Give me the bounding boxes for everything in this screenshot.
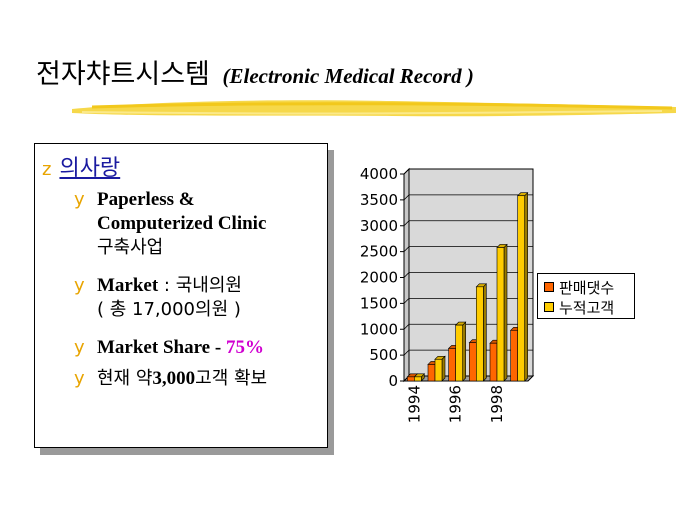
item-3-label: Market Share <box>97 337 211 358</box>
legend-label-cumulative: 누적고객 <box>559 299 615 317</box>
gridline <box>403 246 533 252</box>
item-3: Market Share - 75% <box>97 336 264 360</box>
highlight-brush-stroke <box>72 100 676 117</box>
slide-title: 전자챠트시스템 (Electronic Medical Record ) <box>36 52 474 91</box>
item-4-prefix: 현재 약 <box>97 368 153 389</box>
y-tick-label: 4000 <box>360 165 398 183</box>
heading-line: z 의사랑 <box>42 150 120 182</box>
gridline <box>403 297 533 304</box>
item-3-percent: 75% <box>225 337 264 358</box>
gridline <box>403 272 533 278</box>
title-main: 전자챠트시스템 <box>36 59 210 90</box>
bar <box>427 364 436 382</box>
item-4-suffix: 고객 확보 <box>195 368 268 389</box>
item-2-market: Market <box>97 275 159 296</box>
item-2: Market : 국내의원 ( 총 17,000의원 ) <box>97 274 242 322</box>
bar-side <box>462 321 466 382</box>
heading-bullet: z <box>42 159 52 180</box>
title-sub: (Electronic Medical Record ) <box>222 64 474 88</box>
bar <box>489 342 498 382</box>
y-tick-label: 1500 <box>360 294 398 312</box>
y-tick-label: 500 <box>369 346 398 364</box>
bar <box>434 358 443 382</box>
bar <box>496 247 505 382</box>
gridline <box>403 168 533 175</box>
item-1-line1: Paperless & <box>97 189 195 210</box>
gridline <box>403 220 533 227</box>
bullet-4: y <box>74 368 85 389</box>
bar <box>517 195 525 382</box>
y-tick-label: 0 <box>388 372 398 390</box>
gridline <box>403 323 533 330</box>
item-1-line3: 구축사업 <box>97 237 164 258</box>
y-tick-label: 1000 <box>360 320 398 338</box>
bar <box>448 348 456 382</box>
bar <box>476 286 484 382</box>
x-tick-label: 1998 <box>488 385 506 423</box>
bullet-3: y <box>74 337 85 358</box>
x-tick-label: 1994 <box>405 385 423 423</box>
item-4-count: 3,000 <box>152 368 196 389</box>
y-tick-label: 3500 <box>360 191 398 209</box>
x-tick-label: 1996 <box>447 385 465 423</box>
item-2-line2: ( 총 17,000의원 ) <box>97 299 241 320</box>
legend-label-sales: 판매댓수 <box>559 279 615 297</box>
bar <box>510 329 518 382</box>
bar <box>455 324 463 382</box>
chart-legend: 판매댓수 누적고객 <box>537 273 635 319</box>
y-tick-label: 3000 <box>360 217 398 235</box>
bar-side <box>483 283 487 382</box>
text-box <box>34 143 328 448</box>
y-tick-label: 2000 <box>360 269 398 287</box>
bar-side <box>503 243 508 382</box>
y-tick-label: 2500 <box>360 243 398 261</box>
heading-link[interactable]: 의사랑 <box>59 156 121 181</box>
item-1: Paperless & Computerized Clinic 구축사업 <box>97 188 266 260</box>
bar <box>469 342 477 382</box>
bar <box>407 376 415 382</box>
item-4: 현재 약3,000고객 확보 <box>97 367 267 391</box>
legend-swatch-sales <box>544 282 554 292</box>
item-1-line2: Computerized Clinic <box>97 213 267 234</box>
legend-swatch-cumulative <box>544 302 554 312</box>
bar <box>414 376 422 382</box>
bullet-1: y <box>74 189 85 210</box>
bar-side <box>441 355 446 382</box>
gridline <box>403 194 533 201</box>
item-3-dash: - <box>210 337 226 358</box>
bar-side <box>524 192 528 382</box>
bullet-2: y <box>74 275 85 296</box>
item-2-domestic: : 국내의원 <box>158 275 242 296</box>
